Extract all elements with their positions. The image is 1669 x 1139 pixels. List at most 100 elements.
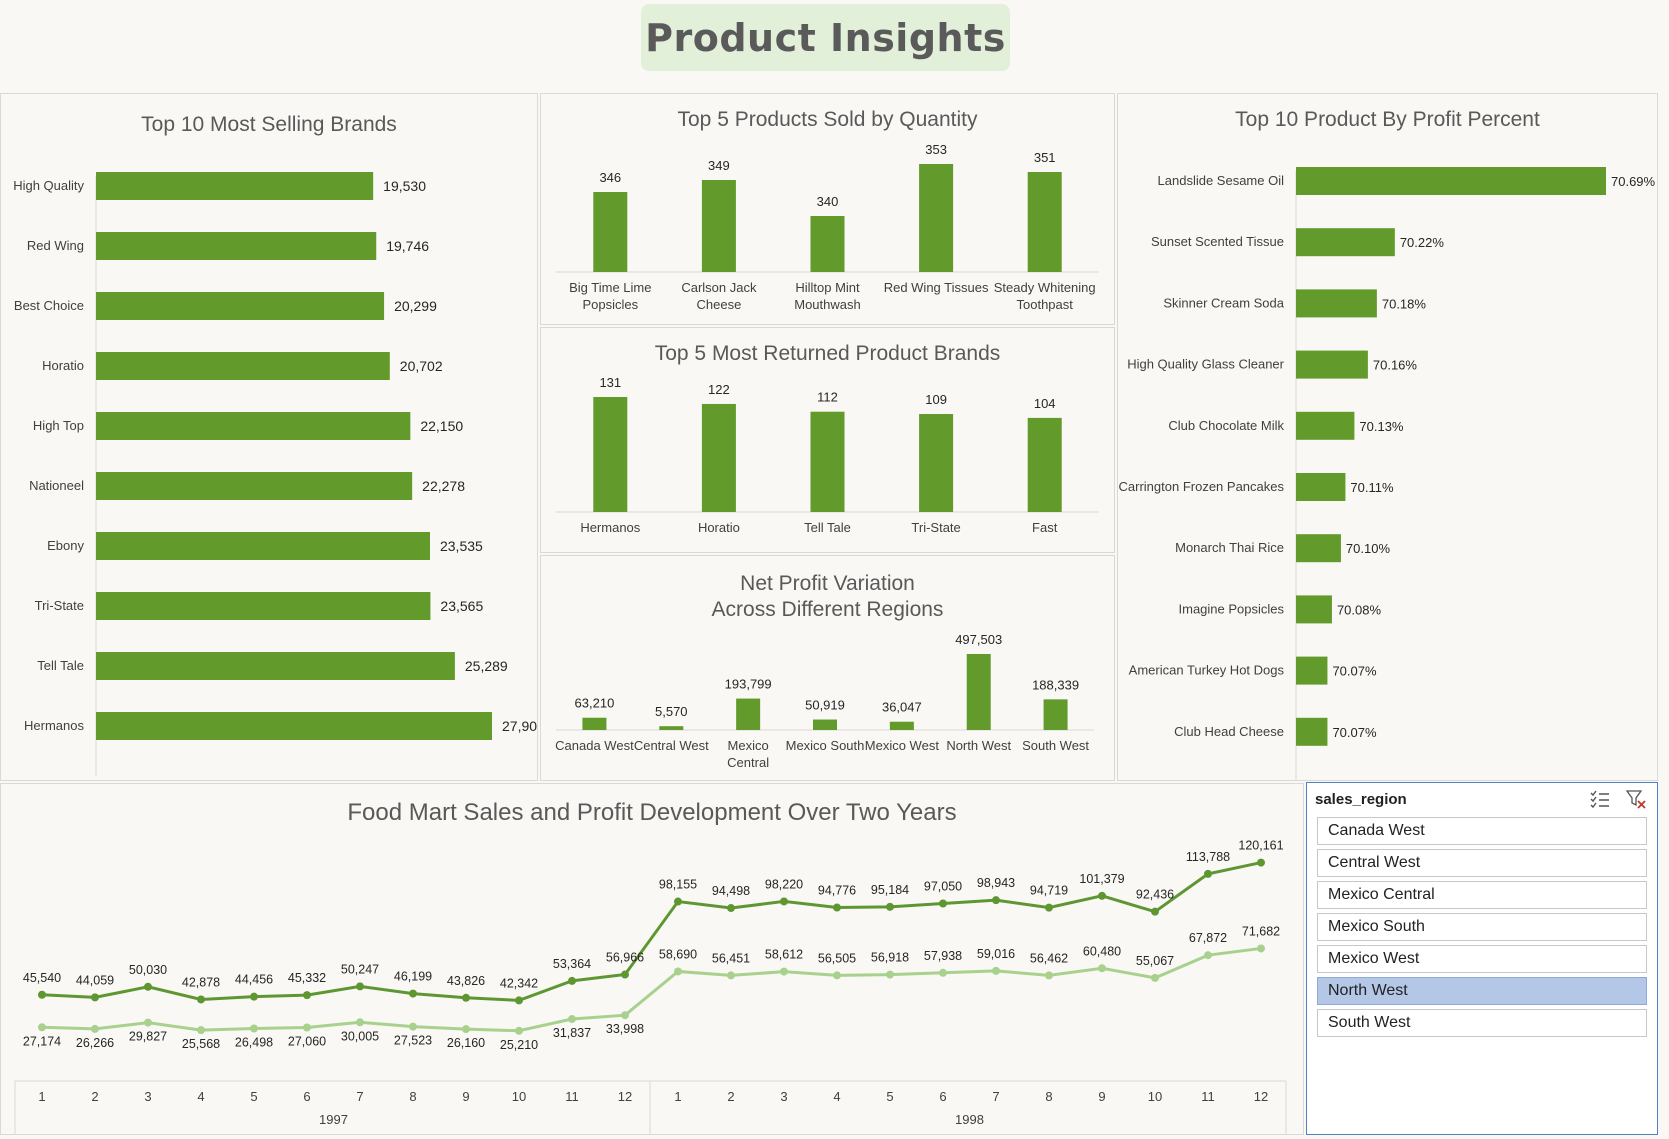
- tick-label: 7: [356, 1089, 363, 1104]
- region-profit-title-2: Across Different Regions: [711, 598, 944, 621]
- slicer-item[interactable]: Canada West: [1317, 817, 1647, 845]
- bar: [966, 654, 991, 730]
- category-label: Carlson Jack: [681, 280, 757, 295]
- line-point: [674, 897, 682, 906]
- category-label: Central: [727, 755, 769, 770]
- category-label: Skinner Cream Soda: [1163, 295, 1284, 310]
- line-point: [780, 897, 788, 906]
- line-point: [356, 1018, 364, 1027]
- category-label: Popsicles: [582, 297, 638, 312]
- sales-profit-chart: 45,540 44,059 50,030 42,878 44,456 45,332 50,2…: [14, 839, 1287, 1134]
- data-label: 95,184: [871, 883, 909, 897]
- data-label: 25,568: [182, 1037, 220, 1051]
- data-label: 70.10%: [1346, 541, 1391, 556]
- line-point: [992, 896, 1000, 905]
- data-label: 27,523: [394, 1034, 432, 1048]
- top-brands-chart: High Quality 19,530 Red Wing 19,746 Best Cho…: [13, 172, 545, 776]
- data-label: 56,966: [606, 951, 644, 965]
- bar: [96, 712, 492, 740]
- data-label: 112: [817, 390, 838, 405]
- tick-label: 2: [91, 1089, 98, 1104]
- category-label: Mexico West: [865, 738, 940, 753]
- bar: [1027, 417, 1062, 512]
- data-label: 23,535: [440, 538, 483, 554]
- data-label: 27,060: [288, 1034, 326, 1048]
- clear-filter-icon[interactable]: [1625, 789, 1647, 809]
- year-label: 1997: [319, 1112, 348, 1127]
- tick-label: 8: [1045, 1089, 1052, 1104]
- tick-label: 11: [1201, 1089, 1215, 1104]
- category-label: Mexico: [728, 738, 769, 753]
- data-label: 19,530: [383, 178, 426, 194]
- bar: [96, 532, 430, 560]
- data-label: 30,005: [341, 1029, 379, 1043]
- category-label: American Turkey Hot Dogs: [1129, 663, 1285, 678]
- data-label: 346: [599, 170, 621, 185]
- data-label: 58,612: [765, 948, 803, 962]
- bar: [96, 172, 374, 200]
- data-label: 98,155: [659, 878, 697, 892]
- data-label: 56,505: [818, 951, 856, 965]
- slicer-item[interactable]: South West: [1317, 1009, 1647, 1037]
- data-label: 70.22%: [1400, 235, 1445, 250]
- data-label: 92,436: [1136, 888, 1174, 902]
- line-point: [568, 976, 576, 985]
- line-point: [939, 899, 947, 908]
- line-point: [992, 966, 1000, 975]
- slicer-item[interactable]: Mexico South: [1317, 913, 1647, 941]
- profit-line: [41, 946, 1262, 1033]
- tick-label: 12: [1254, 1089, 1268, 1104]
- multi-select-icon[interactable]: [1589, 789, 1611, 809]
- data-label: 94,776: [818, 884, 856, 898]
- data-label: 351: [1034, 150, 1056, 165]
- data-label: 53,364: [553, 957, 591, 971]
- slicer-item[interactable]: Central West: [1317, 849, 1647, 877]
- data-label: 29,827: [129, 1030, 167, 1044]
- bar: [810, 411, 845, 512]
- category-label: Tri-State: [911, 520, 960, 535]
- data-label: 70.13%: [1359, 419, 1404, 434]
- data-label: 57,938: [924, 949, 962, 963]
- data-label: 71,682: [1242, 924, 1280, 938]
- data-label: 70.07%: [1332, 725, 1377, 740]
- bar: [736, 698, 761, 730]
- top-quantity-title: Top 5 Products Sold by Quantity: [677, 108, 978, 131]
- data-label: 26,498: [235, 1035, 273, 1049]
- tick-label: 10: [1148, 1089, 1162, 1104]
- data-label: 20,299: [394, 298, 437, 314]
- tick-label: 3: [144, 1089, 151, 1104]
- data-label: 25,289: [465, 658, 508, 674]
- bar: [810, 216, 845, 272]
- line-point: [1151, 907, 1159, 916]
- bar: [701, 403, 736, 512]
- tick-label: 4: [833, 1089, 840, 1104]
- category-label: Toothpast: [1017, 297, 1074, 312]
- data-label: 97,050: [924, 880, 962, 894]
- bar: [659, 726, 684, 730]
- category-label: Horatio: [698, 520, 740, 535]
- line-point: [1045, 971, 1053, 980]
- region-profit-title-1: Net Profit Variation: [740, 572, 915, 595]
- slicer-item[interactable]: North West: [1317, 977, 1647, 1005]
- category-label: Fast: [1032, 520, 1058, 535]
- slicer-item[interactable]: Mexico Central: [1317, 881, 1647, 909]
- data-label: 58,690: [659, 947, 697, 961]
- data-label: 19,746: [386, 238, 429, 254]
- top-returned-panel: Top 5 Most Returned Product Brands 131 He…: [540, 327, 1115, 553]
- line-point: [462, 1025, 470, 1034]
- region-profit-chart: 63,210 Canada West 5,570 Central West 193,79…: [555, 632, 1094, 770]
- data-label: 349: [708, 158, 730, 173]
- category-label: Hilltop Mint: [795, 280, 860, 295]
- data-label: 25,210: [500, 1038, 538, 1052]
- line-point: [727, 971, 735, 980]
- line-point: [38, 1023, 46, 1032]
- line-point: [91, 1024, 99, 1033]
- data-label: 55,067: [1136, 954, 1174, 968]
- slicer-item[interactable]: Mexico West: [1317, 945, 1647, 973]
- line-point: [38, 990, 46, 999]
- line-point: [515, 1026, 523, 1035]
- category-label: High Quality: [13, 178, 84, 193]
- data-label: 31,837: [553, 1026, 591, 1040]
- line-point: [621, 970, 629, 979]
- line-point: [409, 1022, 417, 1031]
